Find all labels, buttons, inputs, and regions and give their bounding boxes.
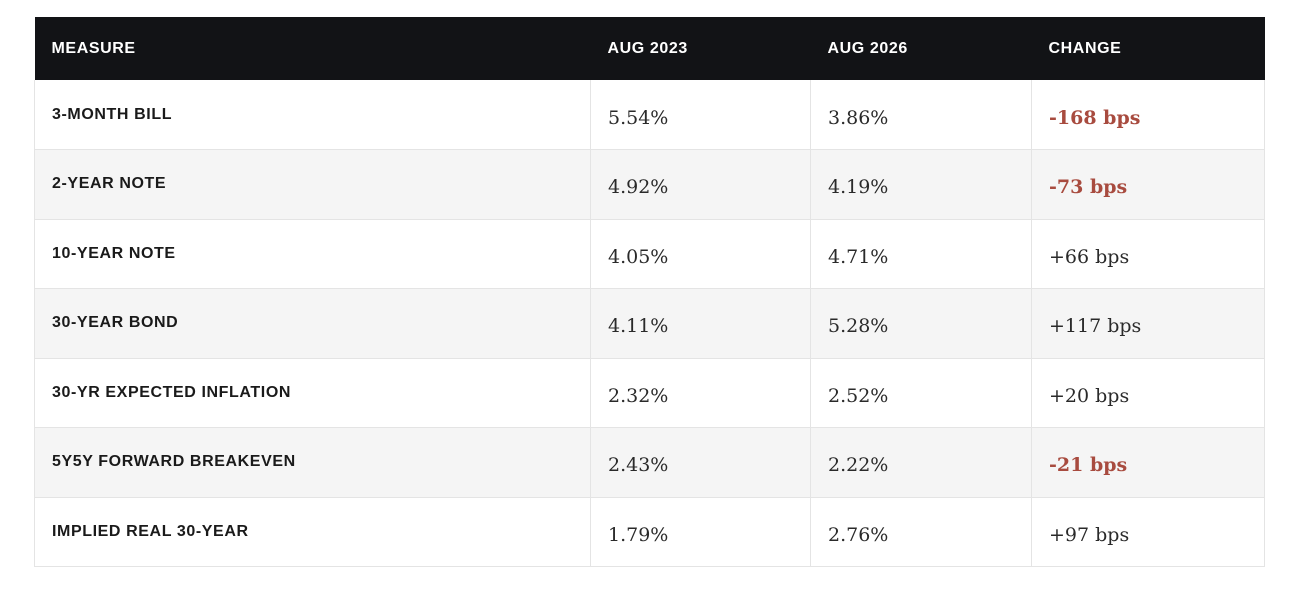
table-row: 30-YR EXPECTED INFLATION 2.32% 2.52% +20… [34,358,1265,428]
cell-aug-2023: 4.92% [590,149,811,220]
cell-measure: 2-YEAR NOTE [34,149,591,220]
cell-aug-2026: 5.28% [810,288,1032,359]
header-aug-2023: AUG 2023 [607,39,688,57]
cell-change: +20 bps [1031,358,1265,428]
cell-aug-2026: 2.52% [810,358,1032,428]
cell-measure: 3-MONTH BILL [34,80,591,150]
cell-measure: 5Y5Y FORWARD BREAKEVEN [34,427,591,498]
cell-measure: 10-YEAR NOTE [34,219,591,289]
table-row: 3-MONTH BILL 5.54% 3.86% -168 bps [34,80,1265,150]
cell-change: -168 bps [1031,80,1265,150]
cell-change: -21 bps [1031,427,1265,498]
cell-aug-2023: 1.79% [590,497,811,567]
cell-aug-2026: 4.71% [810,219,1032,289]
cell-aug-2026: 3.86% [810,80,1032,150]
table-header: MEASURE AUG 2023 AUG 2026 CHANGE [34,17,1265,80]
header-measure: MEASURE [51,39,136,57]
table-row: 5Y5Y FORWARD BREAKEVEN 2.43% 2.22% -21 b… [34,427,1265,498]
header-aug-2026: AUG 2026 [827,39,908,57]
cell-aug-2023: 4.11% [590,288,811,359]
cell-aug-2023: 2.32% [590,358,811,428]
cell-aug-2026: 2.76% [810,497,1032,567]
cell-change: +97 bps [1031,497,1265,567]
header-change: CHANGE [1048,39,1122,57]
cell-aug-2026: 4.19% [810,149,1032,220]
cell-aug-2023: 2.43% [590,427,811,498]
cell-measure: 30-YR EXPECTED INFLATION [34,358,591,428]
table-row: 30-YEAR BOND 4.11% 5.28% +117 bps [34,288,1265,359]
header-row: MEASURE AUG 2023 AUG 2026 CHANGE [34,17,1265,80]
table-body: 3-MONTH BILL 5.54% 3.86% -168 bps 2-YEAR… [34,80,1265,567]
cell-measure: IMPLIED REAL 30-YEAR [34,497,591,567]
cell-aug-2026: 2.22% [810,427,1032,498]
table-row: IMPLIED REAL 30-YEAR 1.79% 2.76% +97 bps [34,497,1265,567]
cell-aug-2023: 5.54% [590,80,811,150]
table-row: 2-YEAR NOTE 4.92% 4.19% -73 bps [34,149,1265,220]
cell-measure: 30-YEAR BOND [34,288,591,359]
cell-change: +66 bps [1031,219,1265,289]
table-row: 10-YEAR NOTE 4.05% 4.71% +66 bps [34,219,1265,289]
cell-change: -73 bps [1031,149,1265,220]
yields-table: MEASURE AUG 2023 AUG 2026 CHANGE 3-MONTH… [34,17,1265,567]
yields-table-container: MEASURE AUG 2023 AUG 2026 CHANGE 3-MONTH… [34,17,1265,567]
cell-change: +117 bps [1031,288,1265,359]
cell-aug-2023: 4.05% [590,219,811,289]
